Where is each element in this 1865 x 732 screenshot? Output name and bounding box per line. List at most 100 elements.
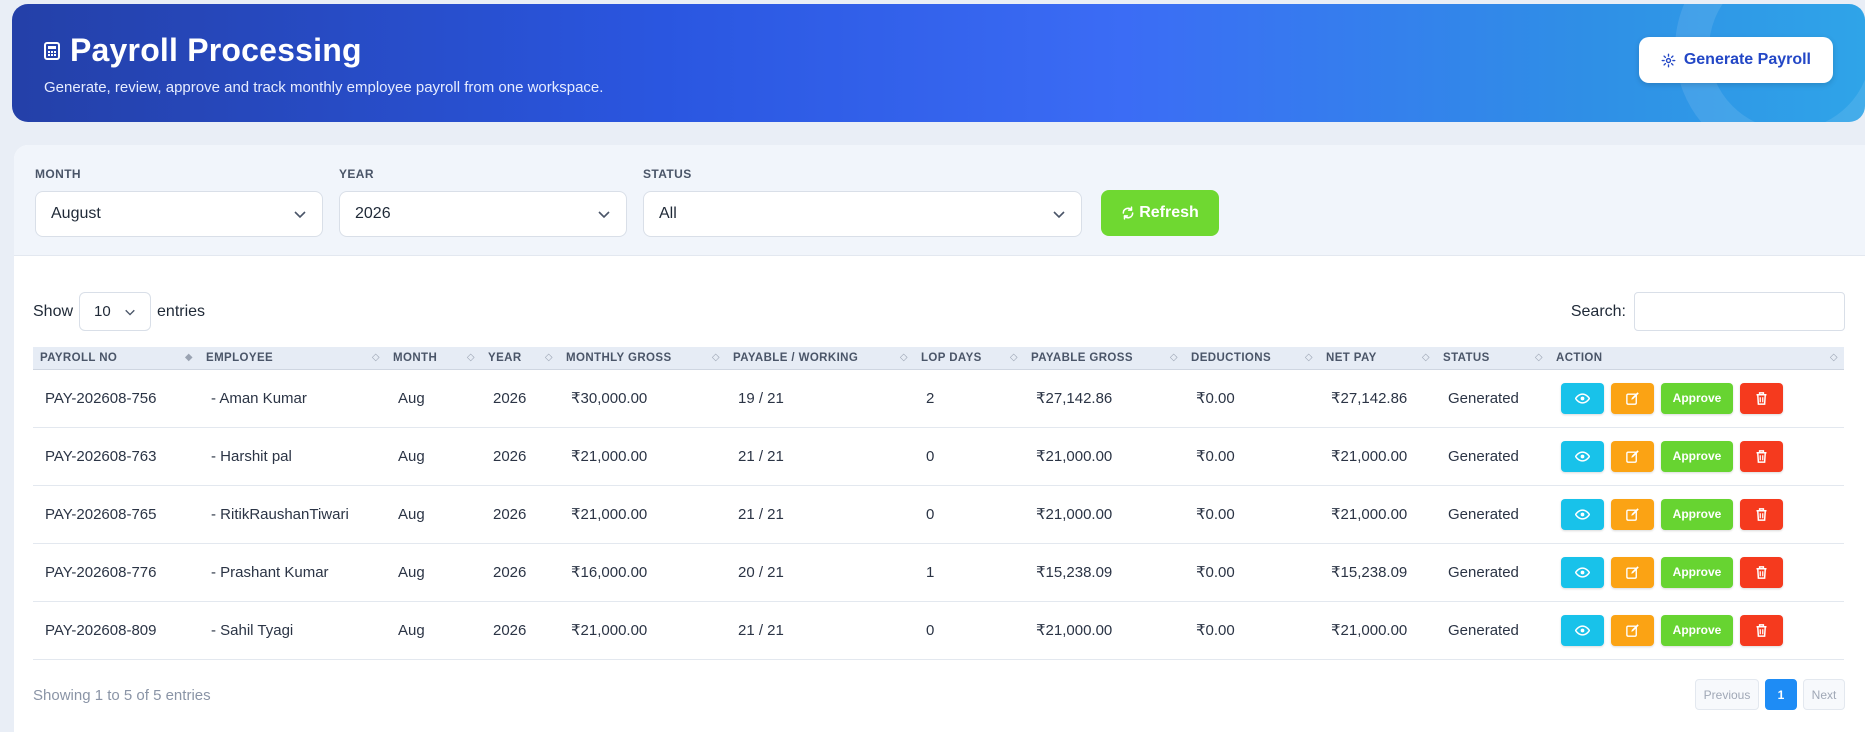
page-length-select[interactable]: 10 — [79, 292, 152, 331]
delete-button[interactable] — [1740, 614, 1783, 646]
cell-deductions: ₹0.00 — [1184, 601, 1319, 660]
sort-icon: ◇ — [1304, 352, 1313, 363]
pagination: Previous 1 Next — [1695, 679, 1845, 710]
chevron-down-icon — [598, 211, 610, 219]
table-row: PAY-202608-776- Prashant Kumar Aug 2026 ₹16… — [33, 543, 1844, 602]
cell-employee: - Aman Kumar — [199, 369, 386, 428]
eye-icon — [1575, 507, 1590, 522]
view-button[interactable] — [1561, 556, 1604, 588]
approve-button[interactable]: Approve — [1661, 614, 1733, 646]
previous-page-button[interactable]: Previous — [1695, 679, 1759, 710]
delete-button[interactable] — [1740, 382, 1783, 414]
cell-monthly-gross: ₹30,000.00 — [559, 369, 726, 428]
chevron-down-icon — [125, 309, 135, 316]
edit-button[interactable] — [1611, 440, 1654, 472]
edit-button[interactable] — [1611, 498, 1654, 530]
sort-icon: ◇ — [371, 352, 380, 363]
cell-employee: - Prashant Kumar — [199, 543, 386, 602]
view-button[interactable] — [1561, 382, 1604, 414]
table-header-row: PAYROLL NO ◆ EMPLOYEE ◇ MONTH ◇ YEAR ◇ MONTH… — [33, 347, 1844, 370]
cell-month: Aug — [386, 427, 481, 486]
view-button[interactable] — [1561, 440, 1604, 472]
approve-button[interactable]: Approve — [1661, 498, 1733, 530]
filter-bar: MONTH August YEAR 2026 STATUS All — [14, 145, 1865, 256]
month-label: MONTH — [35, 167, 81, 181]
status-select-value: All — [659, 205, 677, 222]
month-select-value: August — [51, 205, 101, 222]
table-info: Showing 1 to 5 of 5 entries — [33, 687, 211, 704]
sort-icon: ◇ — [1169, 352, 1178, 363]
column-header[interactable]: PAYROLL NO ◆ — [33, 347, 199, 370]
edit-button[interactable] — [1611, 382, 1654, 414]
sort-icon: ◇ — [899, 352, 908, 363]
next-page-button[interactable]: Next — [1803, 679, 1845, 710]
generate-payroll-button[interactable]: Generate Payroll — [1638, 37, 1833, 83]
delete-button[interactable] — [1740, 440, 1783, 472]
edit-icon — [1625, 565, 1640, 580]
view-button[interactable] — [1561, 614, 1604, 646]
cell-payroll-no: PAY-202608-776 — [33, 543, 199, 602]
year-select[interactable]: 2026 — [339, 191, 627, 237]
refresh-label: Refresh — [1139, 204, 1199, 221]
column-header[interactable]: NET PAY ◇ — [1319, 347, 1436, 370]
column-header[interactable]: YEAR ◇ — [481, 347, 559, 370]
approve-button[interactable]: Approve — [1661, 556, 1733, 588]
month-select[interactable]: August — [35, 191, 323, 237]
page-header: Payroll Processing Generate, review, app… — [12, 4, 1865, 122]
gear-icon — [1661, 53, 1676, 67]
cell-month: Aug — [386, 485, 481, 544]
column-header[interactable]: LOP DAYS ◇ — [914, 347, 1024, 370]
cell-lop-days: 1 — [914, 543, 1024, 602]
cell-payable-working: 21 / 21 — [726, 427, 914, 486]
trash-icon — [1754, 507, 1769, 522]
column-header[interactable]: PAYABLE / WORKING ◇ — [726, 347, 914, 370]
trash-icon — [1754, 565, 1769, 580]
edit-button[interactable] — [1611, 614, 1654, 646]
refresh-button[interactable]: Refresh — [1101, 190, 1219, 236]
cell-payroll-no: PAY-202608-809 — [33, 601, 199, 660]
page-title-text: Payroll Processing — [70, 32, 362, 68]
column-header[interactable]: EMPLOYEE ◇ — [199, 347, 386, 370]
cell-employee: - Sahil Tyagi — [199, 601, 386, 660]
payroll-card: MONTH August YEAR 2026 STATUS All — [14, 145, 1865, 732]
edit-icon — [1625, 391, 1640, 406]
cell-lop-days: 2 — [914, 369, 1024, 428]
column-header[interactable]: PAYABLE GROSS ◇ — [1024, 347, 1184, 370]
sort-icon: ◇ — [544, 352, 553, 363]
cell-status: Generated — [1436, 543, 1549, 602]
cell-net-pay: ₹15,238.09 — [1319, 543, 1436, 602]
edit-button[interactable] — [1611, 556, 1654, 588]
column-header[interactable]: MONTH ◇ — [386, 347, 481, 370]
column-header[interactable]: DEDUCTIONS ◇ — [1184, 347, 1319, 370]
month-filter: MONTH August — [35, 167, 323, 237]
view-button[interactable] — [1561, 498, 1604, 530]
year-select-value: 2026 — [355, 205, 391, 222]
column-header[interactable]: MONTHLY GROSS ◇ — [559, 347, 726, 370]
column-header[interactable]: ACTION ◇ — [1549, 347, 1844, 370]
status-select[interactable]: All — [643, 191, 1082, 237]
page-subtitle: Generate, review, approve and track mont… — [44, 79, 604, 96]
page-title: Payroll Processing — [44, 32, 362, 69]
delete-button[interactable] — [1740, 498, 1783, 530]
cell-net-pay: ₹27,142.86 — [1319, 369, 1436, 428]
page-length-value: 10 — [94, 303, 111, 320]
cell-payable-gross: ₹15,238.09 — [1024, 543, 1184, 602]
cell-payroll-no: PAY-202608-763 — [33, 427, 199, 486]
payroll-table: PAYROLL NO ◆ EMPLOYEE ◇ MONTH ◇ YEAR ◇ MONTH… — [33, 347, 1844, 660]
page-button-current[interactable]: 1 — [1765, 679, 1797, 710]
approve-button[interactable]: Approve — [1661, 440, 1733, 472]
cell-lop-days: 0 — [914, 427, 1024, 486]
eye-icon — [1575, 623, 1590, 638]
search-label: Search: — [1570, 302, 1626, 320]
column-header[interactable]: STATUS ◇ — [1436, 347, 1549, 370]
trash-icon — [1754, 623, 1769, 638]
delete-button[interactable] — [1740, 556, 1783, 588]
cell-payable-working: 21 / 21 — [726, 601, 914, 660]
cell-deductions: ₹0.00 — [1184, 485, 1319, 544]
cell-actions: Approve — [1549, 369, 1844, 428]
table-row: PAY-202608-763- Harshit pal Aug 2026 ₹21,00… — [33, 427, 1844, 486]
search-input[interactable] — [1634, 292, 1845, 331]
cell-payroll-no: PAY-202608-756 — [33, 369, 199, 428]
approve-button[interactable]: Approve — [1661, 382, 1733, 414]
status-label: STATUS — [643, 167, 692, 181]
